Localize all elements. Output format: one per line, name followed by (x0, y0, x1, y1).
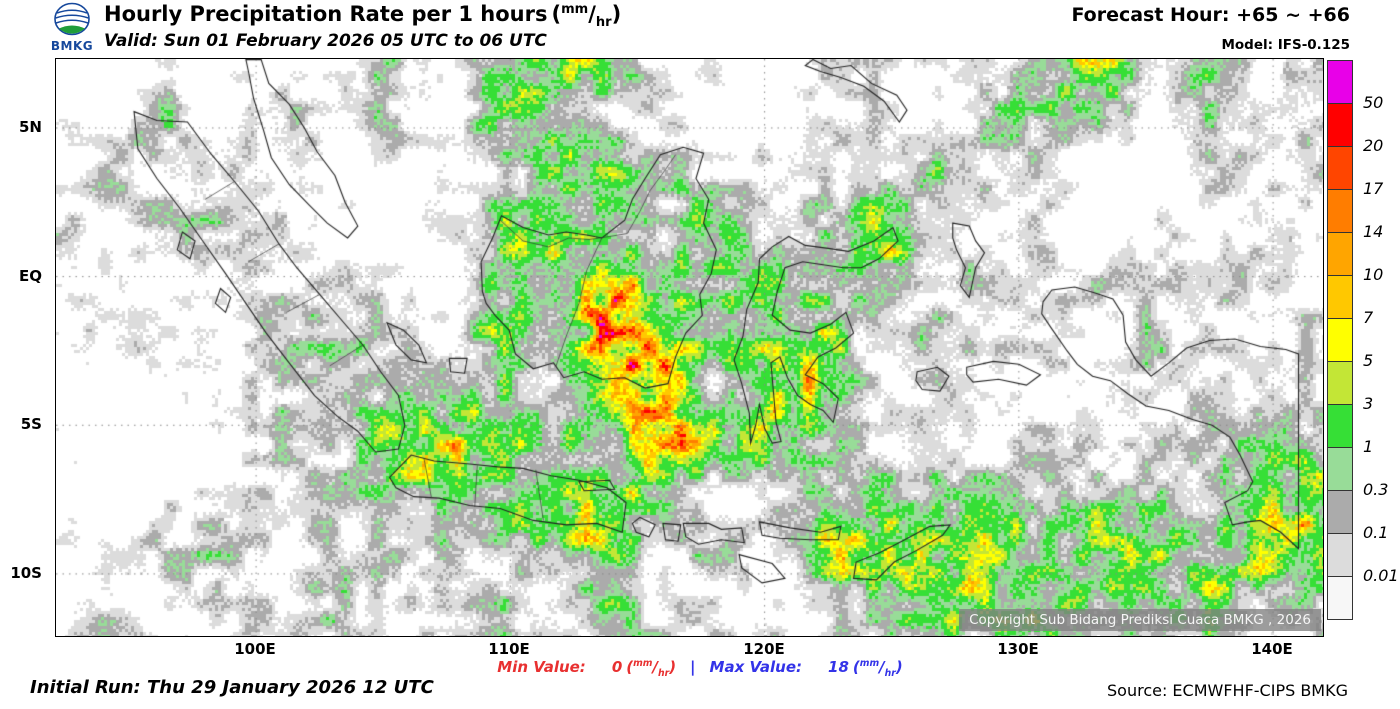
legend-color-bar (1327, 60, 1353, 620)
latitude-axis: 5N EQ 5S 10S (0, 58, 50, 635)
legend-color-11 (1328, 534, 1352, 577)
legend-color-0 (1328, 61, 1352, 104)
lat-label-EQ: EQ (19, 267, 42, 285)
lon-label-100E: 100E (234, 640, 276, 658)
legend-color-3 (1328, 190, 1352, 233)
max-value-label: Max Value: (709, 658, 803, 676)
precipitation-legend: 50 20 17 14 10 7 5 3 1 0.3 0.1 0.01 (1327, 60, 1400, 625)
legend-color-12 (1328, 577, 1352, 619)
min-value-group: Min Value: 0 (mm/hr) (497, 658, 677, 679)
legend-label-1: 1 (1363, 437, 1374, 456)
legend-label-20: 20 (1363, 136, 1384, 155)
bmkg-logo: BMKG (44, 2, 100, 53)
lat-label-10S: 10S (10, 564, 42, 582)
legend-color-2 (1328, 147, 1352, 190)
initial-run: Initial Run: Thu 29 January 2026 12 UTC (30, 677, 434, 698)
min-value-label: Min Value: (497, 658, 586, 676)
legend-color-6 (1328, 319, 1352, 362)
legend-label-5: 5 (1363, 351, 1374, 370)
lat-label-5N: 5N (19, 118, 42, 136)
lon-label-110E: 110E (488, 640, 530, 658)
legend-color-7 (1328, 362, 1352, 405)
longitude-axis: 100E 110E 120E 130E 140E (55, 640, 1322, 658)
precipitation-map-canvas (56, 59, 1323, 636)
page-title: Hourly Precipitation Rate per 1 hours (mm… (104, 2, 621, 30)
unit-mm-per-hr: (mm/hr) (626, 658, 677, 679)
map-frame: Copyright Sub Bidang Prediksi Cuaca BMKG… (55, 58, 1324, 637)
legend-color-9 (1328, 448, 1352, 491)
model-name: Model: IFS-0.125 (1221, 37, 1350, 53)
legend-label-10: 10 (1363, 265, 1384, 284)
legend-color-10 (1328, 491, 1352, 534)
lon-label-140E: 140E (1251, 640, 1293, 658)
min-value-number: 0 (611, 658, 623, 676)
bmkg-logo-label: BMKG (50, 39, 94, 53)
forecast-hour: Forecast Hour: +65 ~ +66 (1071, 4, 1350, 26)
valid-time-range: Valid: Sun 01 February 2026 05 UTC to 06… (104, 31, 547, 51)
unit-mm-per-hr: (mm/hr) (551, 2, 622, 31)
legend-label-50: 50 (1363, 93, 1384, 112)
source: Source: ECMWFHF-CIPS BMKG (1107, 681, 1348, 700)
legend-color-4 (1328, 233, 1352, 276)
legend-label-0.3: 0.3 (1363, 480, 1389, 499)
bmkg-logo-icon (54, 2, 90, 36)
legend-label-0.1: 0.1 (1363, 523, 1389, 542)
unit-mm-per-hr: (mm/hr) (852, 658, 903, 679)
minmax-line: Min Value: 0 (mm/hr) | Max Value: 18 (mm/hr) (0, 658, 1400, 679)
copyright-overlay: Copyright Sub Bidang Prediksi Cuaca BMKG… (959, 609, 1321, 631)
page-title-text: Hourly Precipitation Rate per 1 hours (104, 2, 548, 26)
legend-label-3: 3 (1363, 394, 1374, 413)
legend-color-5 (1328, 276, 1352, 319)
legend-color-8 (1328, 405, 1352, 448)
legend-color-1 (1328, 104, 1352, 147)
legend-label-14: 14 (1363, 222, 1384, 241)
lon-label-130E: 130E (997, 640, 1039, 658)
legend-label-7: 7 (1363, 308, 1374, 327)
max-value-group: Max Value: 18 (mm/hr) (709, 658, 903, 679)
legend-label-17: 17 (1363, 179, 1384, 198)
lat-label-5S: 5S (20, 415, 42, 433)
lon-label-120E: 120E (743, 640, 785, 658)
legend-label-0.01: 0.01 (1363, 566, 1399, 585)
minmax-separator: | (690, 658, 696, 676)
max-value-number: 18 (828, 658, 849, 676)
